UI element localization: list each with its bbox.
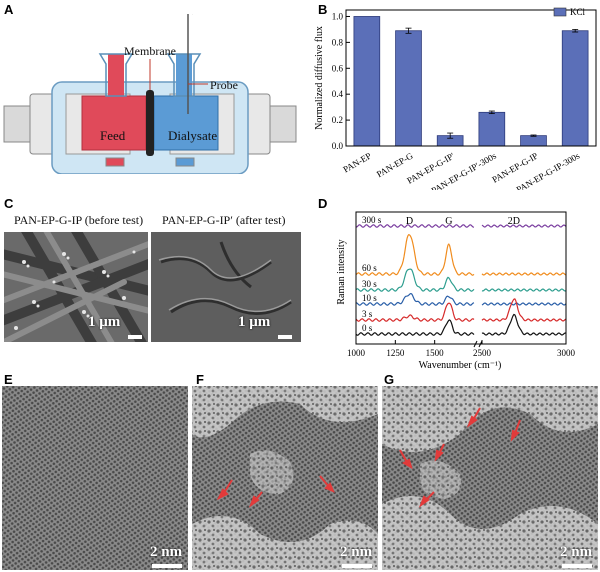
tem-image-f [192, 386, 378, 570]
sem-title-before: PAN-EP-G-IP (before test) [14, 213, 144, 227]
scale-label-e: 2 nm [150, 544, 183, 560]
spectrum-line [355, 268, 475, 292]
tem-image-e [2, 386, 188, 570]
series-label: 10 s [362, 293, 377, 303]
panel-label-d: D [318, 196, 328, 211]
spectrum-line [481, 272, 567, 276]
bar [478, 111, 506, 147]
y-tick-label: 0.8 [332, 37, 344, 47]
dialysate-label: Dialysate [168, 128, 218, 143]
x-tick-label: 2500 [473, 348, 492, 358]
raman-spectra-chart: Raman intensity D G 2D 300 s 60 s 30 s 10 s 3 … [336, 211, 576, 371]
y-axis-label: Normalized diffusive flux [314, 26, 325, 130]
tem-image-g [382, 386, 598, 570]
tem-images [2, 386, 598, 570]
scale-bar-before [128, 335, 142, 339]
scale-label-g: 2 nm [560, 544, 593, 560]
panel-label-e: E [4, 372, 13, 387]
spectrum-line [481, 288, 567, 292]
peak-label: G [445, 216, 452, 227]
legend-kcl: KCl [570, 7, 586, 17]
spectrum-line [481, 298, 567, 322]
x-tick-label: 1250 [386, 348, 405, 358]
series-label: 30 s [362, 279, 377, 289]
panel-label-a: A [4, 2, 14, 17]
x-tick-label: 1500 [426, 348, 445, 358]
panel-label-f: F [196, 372, 204, 387]
scale-label-after: 1 μm [238, 314, 271, 330]
scale-label-f: 2 nm [340, 544, 373, 560]
series-label: 3 s [362, 309, 373, 319]
bar [520, 135, 547, 147]
panel-label-c: C [4, 196, 14, 211]
probe-annotation: Probe [210, 78, 238, 92]
y-tick-label: 0.6 [332, 63, 344, 73]
sem-image-before [4, 232, 148, 342]
peak-label: D [406, 216, 413, 227]
series-label: 300 s [362, 215, 382, 225]
series-label: 60 s [362, 263, 377, 273]
y-tick-label: 0.4 [332, 89, 344, 99]
x-tick-label: 3000 [557, 348, 576, 358]
bar [561, 30, 589, 147]
spectrum-line [355, 302, 475, 322]
y-tick-label: 0.2 [332, 115, 343, 125]
membrane-annotation: Membrane [124, 44, 176, 58]
scale-label-before: 1 μm [88, 314, 121, 330]
x-tick-label: PAN-EP [341, 151, 373, 175]
spectrum-line [481, 313, 567, 336]
y-axis-label: Raman intensity [336, 239, 347, 304]
spectrum-line [355, 319, 475, 336]
bar [395, 30, 422, 147]
spectrum-line [355, 224, 475, 228]
diffusion-cell-diagram [3, 14, 297, 174]
sem-image-after [151, 232, 301, 342]
spectrum-line [481, 224, 567, 228]
scale-bar-e [152, 564, 182, 568]
panel-label-g: G [384, 372, 395, 387]
feed-label: Feed [100, 128, 126, 143]
series-label: 0 s [362, 323, 373, 333]
spectrum-line [355, 292, 475, 306]
scale-bar-f [342, 564, 372, 568]
sem-title-after: PAN-EP-G-IP′ (after test) [162, 213, 286, 227]
spectrum-line [481, 302, 567, 306]
y-tick-label: 1.0 [332, 11, 344, 21]
legend-swatch-kcl [553, 7, 567, 17]
scale-bar-after [278, 335, 292, 339]
flux-bar-chart: Normalized diffusive flux 0.0 0.2 0.4 0.6 0.… [314, 7, 597, 190]
bar [353, 16, 381, 147]
scale-bar-g [562, 564, 592, 568]
x-tick-label: 1000 [347, 348, 366, 358]
peak-label: 2D [508, 216, 520, 227]
spectrum-line [355, 234, 475, 276]
panel-label-b: B [318, 2, 328, 17]
x-axis-label: Wavenumber (cm⁻¹) [419, 360, 502, 371]
y-tick-label: 0.0 [332, 141, 344, 151]
